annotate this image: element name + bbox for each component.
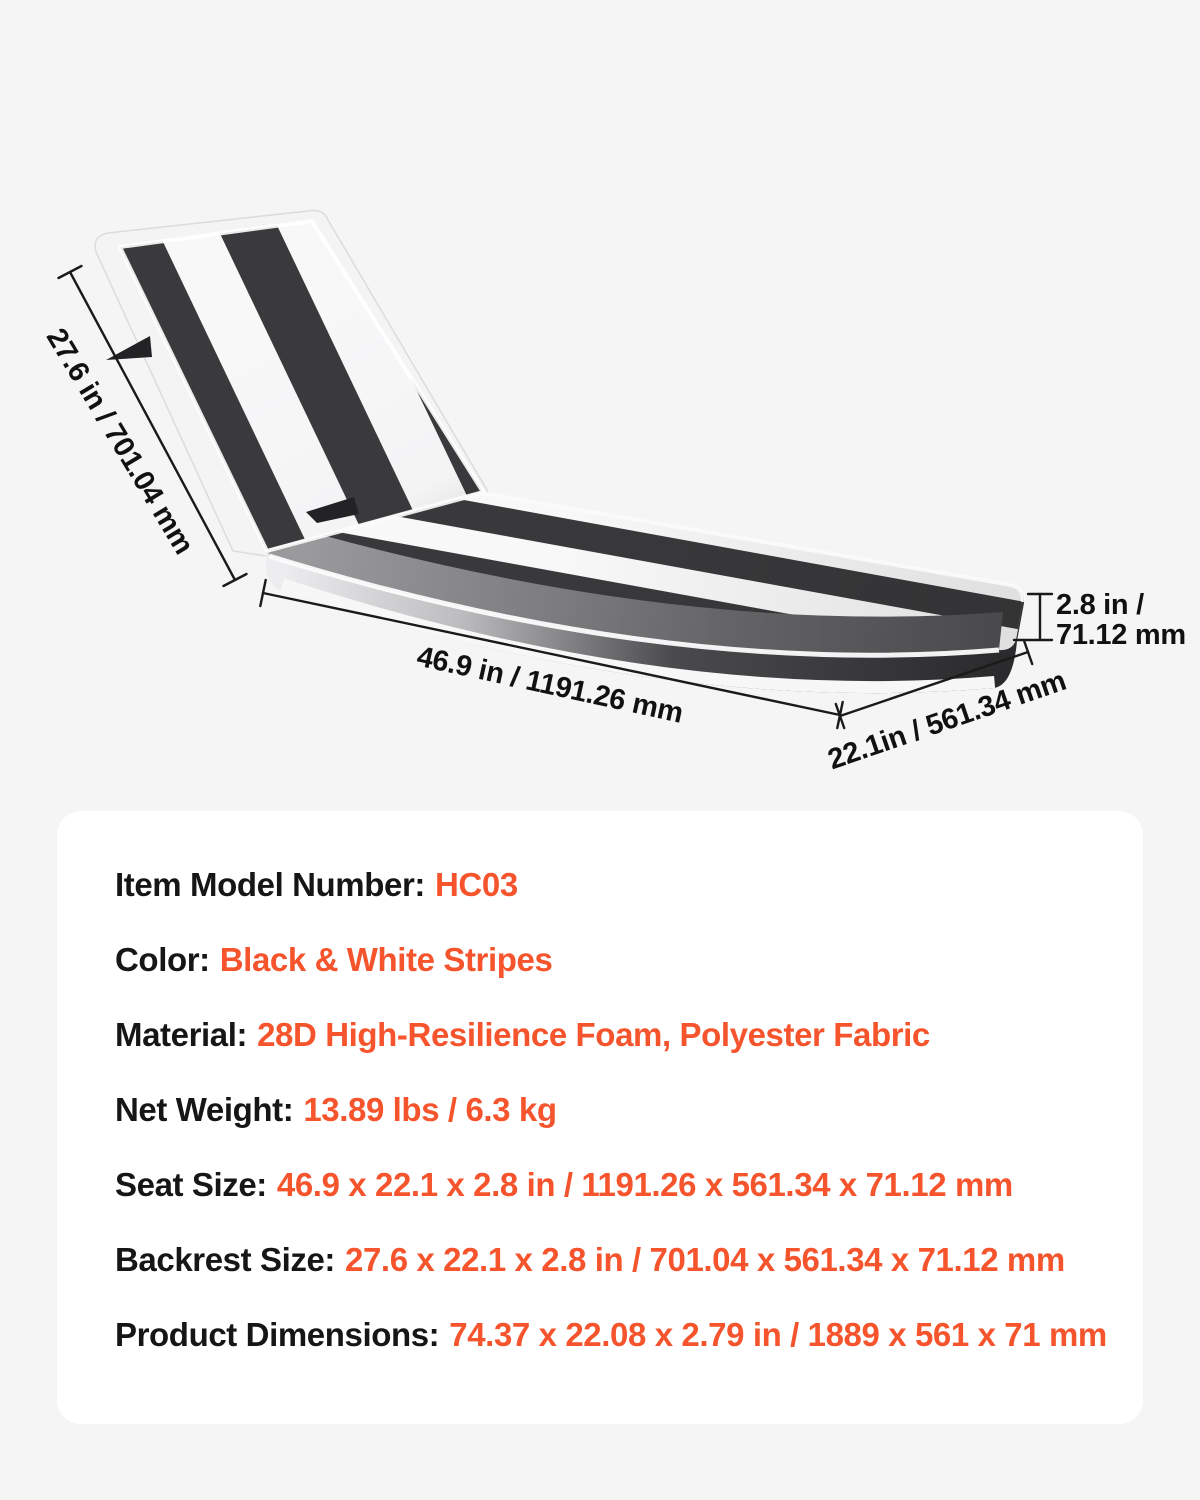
spec-label: Material: (115, 1016, 248, 1053)
seat-back-piping (266, 490, 1026, 603)
tick (57, 264, 83, 280)
hinge-fold-shadow (306, 497, 359, 523)
spec-value: HC03 (435, 866, 518, 903)
seat-front-piping (268, 553, 1000, 658)
spec-label: Net Weight: (115, 1091, 294, 1128)
spec-value: 74.37 x 22.08 x 2.79 in / 1889 x 561 x 7… (449, 1316, 1107, 1353)
backrest-strap-tab (106, 336, 152, 360)
spec-label: Product Dimensions: (115, 1316, 440, 1353)
spec-label: Seat Size: (115, 1166, 267, 1203)
dim-thickness: 2.8 in / 71.12 mm (1012, 589, 1186, 651)
spec-row-backrest-size: Backrest Size: 27.6 x 22.1 x 2.8 in / 701… (115, 1243, 1143, 1277)
tick (222, 572, 248, 588)
spec-row-item-model-number: Item Model Number: HC03 (115, 868, 1143, 902)
spec-row-product-dimensions: Product Dimensions: 74.37 x 22.08 x 2.79 … (115, 1318, 1143, 1352)
spec-label: Backrest Size: (115, 1241, 336, 1278)
tick (834, 702, 846, 730)
spec-row-seat-size: Seat Size: 46.9 x 22.1 x 2.8 in / 1191.26… (115, 1168, 1143, 1202)
spec-row-net-weight: Net Weight: 13.89 lbs / 6.3 kg (115, 1093, 1143, 1127)
spec-panel: Item Model Number: HC03 Color: Black & Whi… (57, 811, 1143, 1424)
spec-row-material: Material: 28D High-Resilience Foam, Polye… (115, 1018, 1143, 1052)
spec-row-color: Color: Black & White Stripes (115, 943, 1143, 977)
spec-label: Item Model Number: (115, 866, 425, 903)
spec-value: 28D High-Resilience Foam, Polyester Fabr… (257, 1016, 930, 1053)
dim-thickness-label-line1: 2.8 in / (1056, 589, 1144, 621)
dim-thickness-label-line2: 71.12 mm (1056, 619, 1186, 651)
seat-base-piping (277, 578, 996, 694)
spec-label: Color: (115, 941, 210, 978)
lounge-cushion-diagram: 27.6 in / 701.04 mm 46.9 in / 1191.26 mm… (40, 209, 1186, 776)
tick (259, 578, 267, 608)
spec-value: 46.9 x 22.1 x 2.8 in / 1191.26 x 561.34 … (276, 1166, 1013, 1203)
product-illustration-area: 27.6 in / 701.04 mm 46.9 in / 1191.26 mm… (40, 209, 1186, 776)
tick (1022, 638, 1034, 666)
spec-value: 13.89 lbs / 6.3 kg (303, 1091, 557, 1128)
spec-value: Black & White Stripes (219, 941, 553, 978)
spec-value: 27.6 x 22.1 x 2.8 in / 701.04 x 561.34 x… (345, 1241, 1065, 1278)
